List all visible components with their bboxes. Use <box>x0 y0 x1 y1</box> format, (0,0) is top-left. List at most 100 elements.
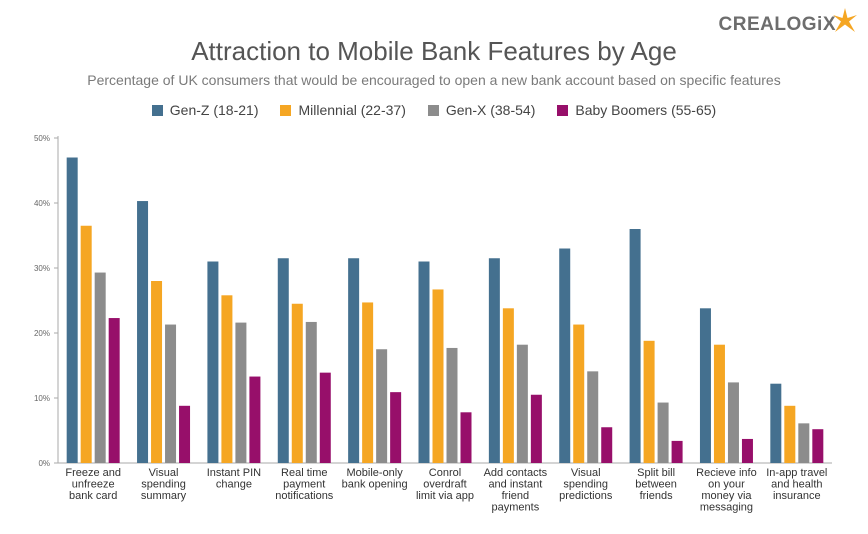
bar <box>727 382 739 463</box>
category-label: on your <box>708 479 745 491</box>
bar <box>741 438 753 463</box>
category-label: overdraft <box>423 479 466 491</box>
category-label: Visual <box>571 467 601 479</box>
legend-swatch <box>557 104 569 116</box>
bar <box>643 340 655 463</box>
category-label: Visual <box>149 467 179 479</box>
category-label: unfreeze <box>72 479 115 491</box>
bar <box>798 423 810 463</box>
bar <box>432 289 444 463</box>
bar <box>784 405 796 463</box>
category-label: limit via app <box>416 490 474 502</box>
bar <box>657 402 669 463</box>
y-tick-label: 40% <box>34 199 50 208</box>
y-tick-label: 0% <box>38 459 50 468</box>
bar <box>179 405 191 463</box>
y-tick-label: 20% <box>34 329 50 338</box>
bar <box>390 392 402 463</box>
category-label: summary <box>141 490 187 502</box>
bar <box>207 261 219 463</box>
legend-item-baby-boomers: Baby Boomers (55-65) <box>557 102 716 118</box>
category-label: and health <box>771 479 822 491</box>
category-label: Freeze and <box>65 467 121 479</box>
y-tick-label: 30% <box>34 264 50 273</box>
bar <box>291 303 303 463</box>
legend-label: Millennial (22-37) <box>298 102 406 118</box>
bar <box>530 394 542 463</box>
legend-label: Gen-X (38-54) <box>445 102 536 118</box>
bar <box>559 248 571 463</box>
bar <box>305 321 317 463</box>
category-label: spending <box>141 479 186 491</box>
bar <box>348 258 360 463</box>
category-label: Real time <box>281 467 327 479</box>
bar <box>277 258 289 463</box>
category-label: payments <box>492 502 540 514</box>
legend-swatch <box>151 104 163 116</box>
bar <box>770 383 782 463</box>
legend-item-gen-x: Gen-X (38-54) <box>427 102 536 118</box>
legend-item-gen-z: Gen-Z (18-21) <box>151 102 259 118</box>
chart-legend: Gen-Z (18-21) Millennial (22-37) Gen-X (… <box>0 102 868 118</box>
bar <box>516 344 528 463</box>
category-label: Instant PIN <box>207 467 261 479</box>
legend-swatch <box>427 104 439 116</box>
brand-name: CREALOGiX <box>718 14 836 35</box>
bar <box>319 372 331 463</box>
bar <box>699 308 711 463</box>
bar <box>502 308 514 463</box>
category-label: and instant <box>488 479 542 491</box>
category-label: friends <box>640 490 674 502</box>
legend-item-millennial: Millennial (22-37) <box>280 102 406 118</box>
bar <box>587 371 599 463</box>
legend-label: Baby Boomers (55-65) <box>575 102 717 118</box>
legend-swatch <box>280 104 292 116</box>
category-label: money via <box>701 490 752 502</box>
category-label: bank opening <box>342 479 408 491</box>
category-label: Mobile-only <box>347 467 404 479</box>
bar <box>601 427 613 463</box>
category-label: between <box>635 479 677 491</box>
chart-title: Attraction to Mobile Bank Features by Ag… <box>191 36 677 66</box>
bar <box>418 261 430 463</box>
chart-subtitle: Percentage of UK consumers that would be… <box>87 72 781 88</box>
bar <box>488 258 500 463</box>
bar <box>108 318 120 463</box>
bar <box>94 272 106 463</box>
bar <box>362 302 374 463</box>
bar <box>137 201 149 464</box>
category-label: insurance <box>773 490 821 502</box>
category-label: change <box>216 479 252 491</box>
category-label: Split bill <box>637 467 675 479</box>
category-label: predictions <box>559 490 613 502</box>
bar <box>80 225 92 463</box>
bar <box>460 412 472 463</box>
bar <box>629 229 641 463</box>
y-tick-label: 10% <box>34 394 50 403</box>
bar <box>165 324 177 463</box>
category-label: messaging <box>700 502 753 514</box>
category-label: friend <box>502 490 530 502</box>
category-label: spending <box>563 479 608 491</box>
category-label: bank card <box>69 490 117 502</box>
legend-label: Gen-Z (18-21) <box>169 102 259 118</box>
bar <box>446 347 458 463</box>
category-label: payment <box>283 479 325 491</box>
bar <box>235 322 247 463</box>
bar <box>376 349 388 463</box>
bar <box>713 344 725 463</box>
bar <box>812 429 824 463</box>
category-label: Conrol <box>429 467 461 479</box>
category-label: notifications <box>275 490 334 502</box>
y-tick-label: 50% <box>34 134 50 143</box>
category-label: In-app travel <box>766 467 827 479</box>
brand-logo: CREALOGiX <box>719 6 860 36</box>
star-icon <box>833 8 857 32</box>
bar <box>151 281 163 463</box>
bar <box>221 295 233 463</box>
bar <box>249 376 261 463</box>
bar <box>66 157 78 463</box>
category-label: Recieve info <box>696 467 757 479</box>
category-label: Add contacts <box>484 467 548 479</box>
